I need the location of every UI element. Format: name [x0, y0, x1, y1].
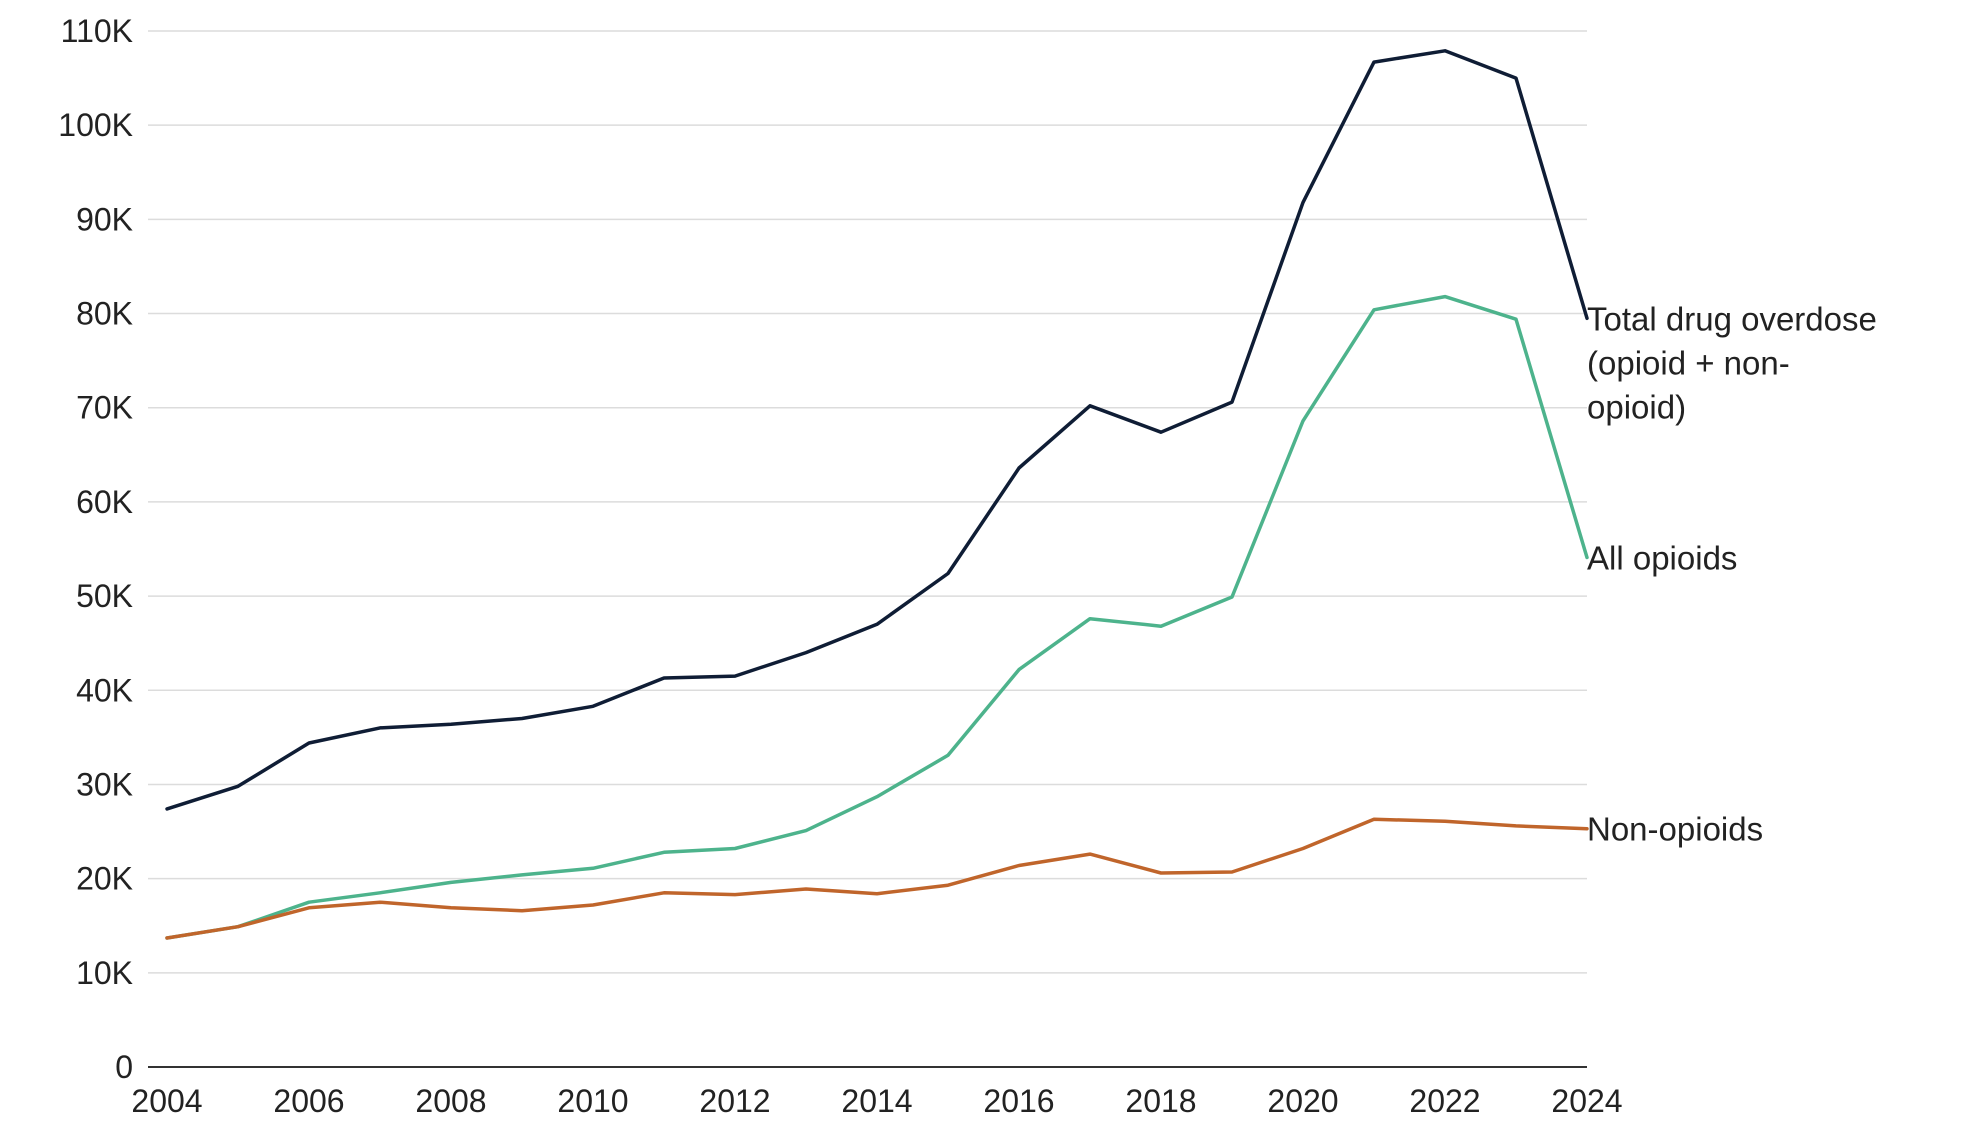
- y-tick-label: 100K: [58, 107, 133, 143]
- x-tick-label: 2016: [983, 1083, 1054, 1119]
- series-lines: [165, 49, 1589, 940]
- y-tick-label: 0: [115, 1049, 133, 1085]
- x-tick-label: 2020: [1267, 1083, 1338, 1119]
- series-label-line: Non-opioids: [1587, 811, 1763, 848]
- x-tick-label: 2024: [1551, 1083, 1622, 1119]
- y-tick-label: 60K: [76, 484, 133, 520]
- series-label-line: All opioids: [1587, 539, 1737, 576]
- x-tick-label: 2022: [1409, 1083, 1480, 1119]
- x-tick-label: 2010: [557, 1083, 628, 1119]
- y-tick-label: 20K: [76, 861, 133, 897]
- x-tick-label: 2012: [699, 1083, 770, 1119]
- y-tick-label: 90K: [76, 201, 133, 237]
- y-tick-label: 50K: [76, 578, 133, 614]
- series-label-1: All opioids: [1587, 539, 1737, 576]
- grid-lines: [148, 30, 1587, 974]
- series-label-line: (opioid + non-: [1587, 344, 1790, 381]
- x-tick-label: 2008: [415, 1083, 486, 1119]
- x-tick-label: 2006: [273, 1083, 344, 1119]
- series-labels: Total drug overdose (opioid + non-opioid)…: [1587, 300, 1877, 847]
- y-tick-label: 30K: [76, 766, 133, 802]
- y-axis-tick-labels: 0 10K 20K 30K 40K 50K 60K 70K 80K 90K 100K 110K: [58, 13, 133, 1085]
- series-line-0: [165, 49, 1589, 811]
- series-line-1: [165, 294, 1589, 940]
- y-tick-label: 80K: [76, 296, 133, 332]
- series-label-line: Total drug overdose: [1587, 300, 1877, 337]
- x-tick-label: 2004: [131, 1083, 202, 1119]
- y-tick-label: 70K: [76, 390, 133, 426]
- y-tick-label: 40K: [76, 672, 133, 708]
- y-tick-label: 10K: [76, 955, 133, 991]
- x-tick-label: 2014: [841, 1083, 912, 1119]
- y-tick-label: 110K: [61, 13, 133, 49]
- series-label-0: Total drug overdose (opioid + non-opioid): [1587, 300, 1877, 425]
- x-axis-tick-labels: 2004 2006 2008 2010 2012 2014 2016 2018 2020 2022…: [131, 1083, 1622, 1119]
- series-label-2: Non-opioids: [1587, 811, 1763, 848]
- series-line-2: [165, 817, 1589, 940]
- x-tick-label: 2018: [1125, 1083, 1196, 1119]
- series-label-line: opioid): [1587, 388, 1686, 425]
